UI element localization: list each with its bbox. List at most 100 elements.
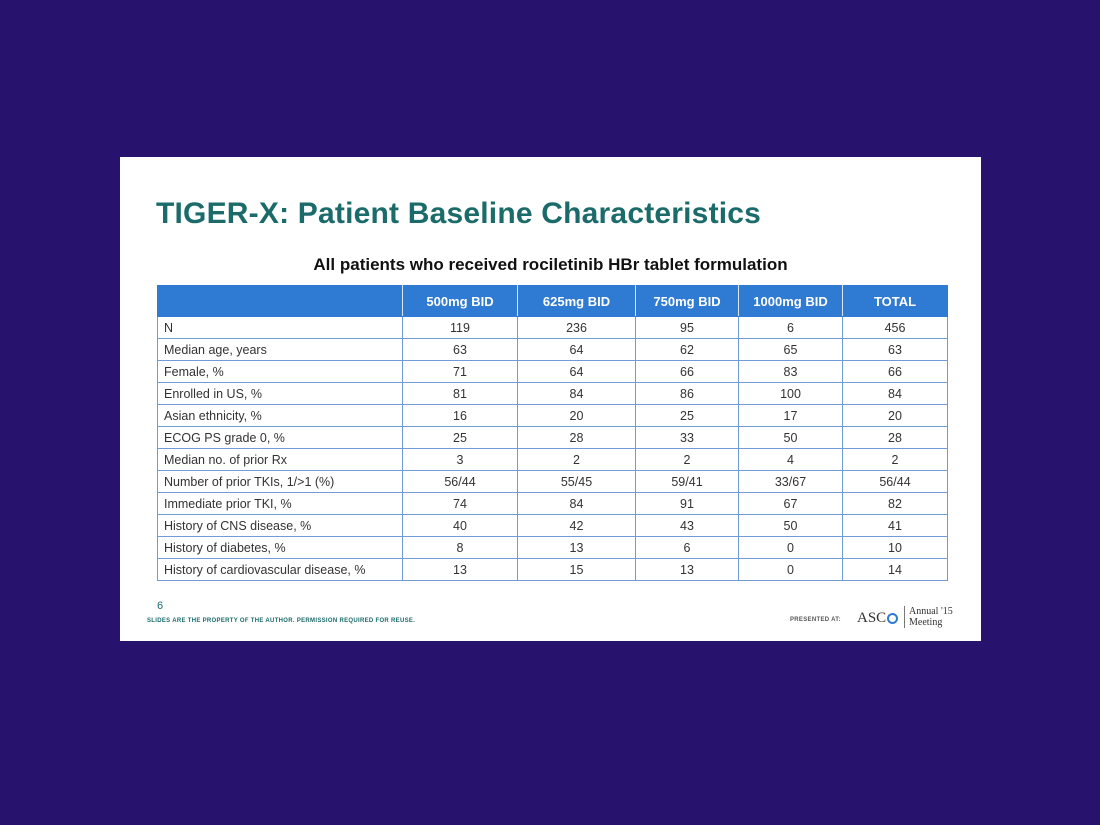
slide-subtitle: All patients who received rociletinib HB…	[313, 255, 788, 274]
table-cell: 84	[517, 382, 636, 405]
meeting-line-2: Meeting	[909, 617, 943, 628]
table-cell: 40	[402, 514, 518, 537]
table-cell: 63	[842, 338, 948, 361]
table-cell: 71	[402, 360, 518, 383]
table-cell: 10	[842, 536, 948, 559]
table-cell: 20	[517, 404, 636, 427]
table-cell: 100	[738, 382, 843, 405]
table-cell: 84	[517, 492, 636, 515]
table-row: Median no. of prior Rx 3 2 2 4 2	[157, 448, 948, 471]
table-cell: 14	[842, 558, 948, 581]
table-cell: 91	[635, 492, 739, 515]
table-cell: 86	[635, 382, 739, 405]
table-cell: 2	[842, 448, 948, 471]
slide-title: TIGER-X: Patient Baseline Characteristic…	[156, 197, 762, 230]
table-cell: 56/44	[842, 470, 948, 493]
asco-logo: ASC	[857, 610, 899, 627]
table-cell: 13	[517, 536, 636, 559]
table-header-row: 500mg BID 625mg BID 750mg BID 1000mg BID TOT…	[157, 285, 948, 317]
table-cell: 17	[738, 404, 843, 427]
row-label: Enrolled in US, %	[157, 382, 403, 405]
table-cell: 74	[402, 492, 518, 515]
baseline-table: 500mg BID 625mg BID 750mg BID 1000mg BID TOT…	[157, 285, 948, 581]
table-cell: 50	[738, 514, 843, 537]
table-cell: 50	[738, 426, 843, 449]
header-cell-blank	[157, 285, 403, 317]
table-cell: 0	[738, 558, 843, 581]
page-number: 6	[157, 600, 164, 612]
row-label: N	[157, 316, 403, 339]
table-body: N 119 236 95 6 456 Median age, years 63 64 62 65 63…	[157, 316, 948, 581]
table-cell: 81	[402, 382, 518, 405]
table-row: Number of prior TKIs, 1/>1 (%) 56/44 55/45…	[157, 470, 948, 493]
table-cell: 25	[635, 404, 739, 427]
table-cell: 16	[402, 404, 518, 427]
table-cell: 63	[402, 338, 518, 361]
table-cell: 65	[738, 338, 843, 361]
header-cell: 1000mg BID	[738, 285, 843, 317]
table-cell: 84	[842, 382, 948, 405]
table-cell: 33	[635, 426, 739, 449]
table-cell: 41	[842, 514, 948, 537]
table-cell: 4	[738, 448, 843, 471]
table-cell: 6	[635, 536, 739, 559]
header-cell: TOTAL	[842, 285, 948, 317]
table-cell: 95	[635, 316, 739, 339]
table-row: Immediate prior TKI, % 74 84 91 67 82	[157, 492, 948, 515]
table-cell: 13	[402, 558, 518, 581]
table-cell: 82	[842, 492, 948, 515]
table-cell: 20	[842, 404, 948, 427]
table-cell: 2	[635, 448, 739, 471]
row-label: Median age, years	[157, 338, 403, 361]
table-cell: 119	[402, 316, 518, 339]
table-cell: 13	[635, 558, 739, 581]
table-row: Asian ethnicity, % 16 20 25 17 20	[157, 404, 948, 427]
table-cell: 28	[842, 426, 948, 449]
table-cell: 43	[635, 514, 739, 537]
table-cell: 33/67	[738, 470, 843, 493]
table-cell: 59/41	[635, 470, 739, 493]
row-label: History of cardiovascular disease, %	[157, 558, 403, 581]
table-cell: 456	[842, 316, 948, 339]
table-row: History of cardiovascular disease, % 13 15…	[157, 558, 948, 581]
table-cell: 15	[517, 558, 636, 581]
footer-note: SLIDES ARE THE PROPERTY OF THE AUTHOR. P…	[147, 618, 416, 624]
table-cell: 25	[402, 426, 518, 449]
table-row: Median age, years 63 64 62 65 63	[157, 338, 948, 361]
annual-meeting-logo: Annual '15 Meeting	[904, 606, 953, 628]
slide: TIGER-X: Patient Baseline Characteristic…	[120, 157, 981, 641]
table-cell: 42	[517, 514, 636, 537]
table-cell: 236	[517, 316, 636, 339]
row-label: History of CNS disease, %	[157, 514, 403, 537]
table-row: History of CNS disease, % 40 42 43 50 41	[157, 514, 948, 537]
table-row: ECOG PS grade 0, % 25 28 33 50 28	[157, 426, 948, 449]
row-label: History of diabetes, %	[157, 536, 403, 559]
table-cell: 2	[517, 448, 636, 471]
header-cell: 625mg BID	[517, 285, 636, 317]
table-cell: 83	[738, 360, 843, 383]
row-label: Number of prior TKIs, 1/>1 (%)	[157, 470, 403, 493]
row-label: ECOG PS grade 0, %	[157, 426, 403, 449]
table-cell: 66	[635, 360, 739, 383]
table-cell: 56/44	[402, 470, 518, 493]
row-label: Asian ethnicity, %	[157, 404, 403, 427]
table-cell: 62	[635, 338, 739, 361]
asco-mark-icon	[887, 613, 899, 625]
asco-logo-text: ASC	[857, 610, 887, 626]
table-cell: 0	[738, 536, 843, 559]
presented-at-label: PRESENTED AT:	[790, 617, 841, 623]
header-cell: 500mg BID	[402, 285, 518, 317]
table-cell: 66	[842, 360, 948, 383]
table-cell: 6	[738, 316, 843, 339]
header-cell: 750mg BID	[635, 285, 739, 317]
table-row: History of diabetes, % 8 13 6 0 10	[157, 536, 948, 559]
meeting-line-1: Annual '15	[909, 606, 953, 617]
row-label: Female, %	[157, 360, 403, 383]
table-cell: 55/45	[517, 470, 636, 493]
table-cell: 28	[517, 426, 636, 449]
table-cell: 67	[738, 492, 843, 515]
table-cell: 64	[517, 360, 636, 383]
table-row: Female, % 71 64 66 83 66	[157, 360, 948, 383]
table-row: Enrolled in US, % 81 84 86 100 84	[157, 382, 948, 405]
table-cell: 8	[402, 536, 518, 559]
